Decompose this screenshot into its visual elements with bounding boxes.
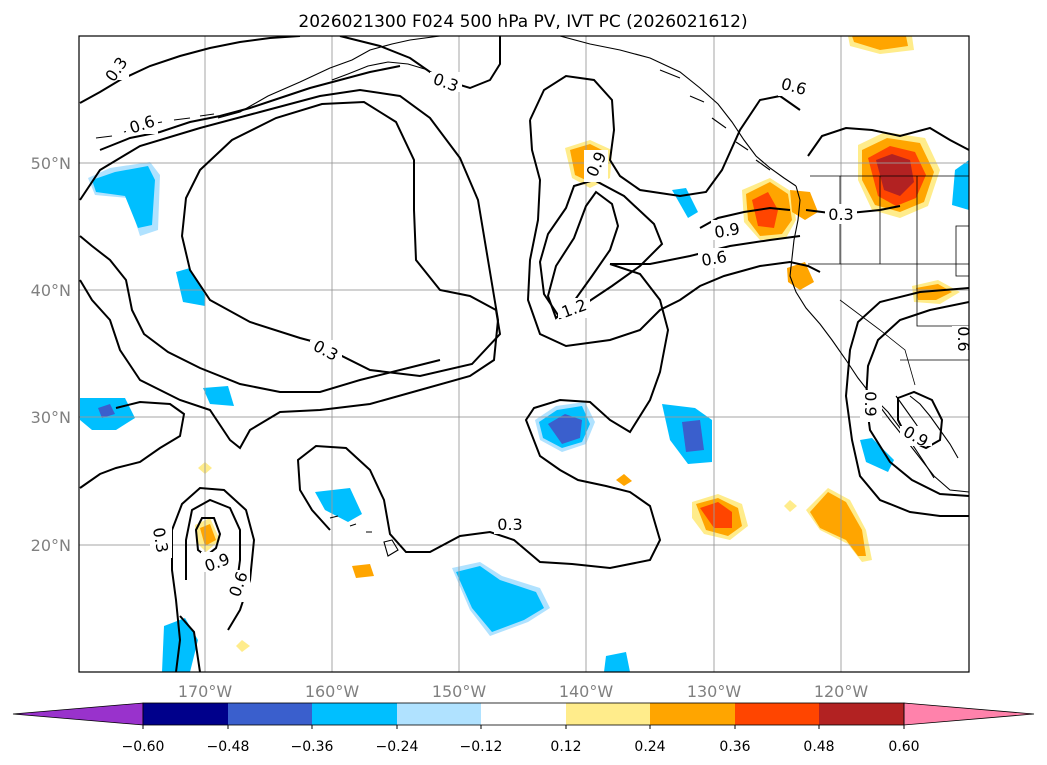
ivt-area bbox=[852, 36, 908, 50]
coastline-gulf-alaska bbox=[559, 36, 797, 187]
pv-contour-line bbox=[180, 100, 502, 378]
pv-contour-line bbox=[296, 263, 670, 570]
contour-label: 0.3 bbox=[149, 526, 172, 554]
colorbar-tick-label: 0.48 bbox=[803, 739, 834, 755]
colorbar-outline bbox=[142, 702, 905, 726]
ivt-area bbox=[787, 262, 814, 290]
ivt-area bbox=[92, 166, 155, 228]
coastline-bc-islands bbox=[659, 69, 771, 171]
contour-label: 0.9 bbox=[861, 391, 880, 416]
colorbar-tick-label: −0.36 bbox=[291, 739, 334, 755]
lat-label: 50°N bbox=[31, 154, 71, 173]
colorbar-tick-label: −0.48 bbox=[207, 739, 250, 755]
ivt-area bbox=[315, 488, 362, 522]
pv-contour-line bbox=[185, 498, 241, 591]
colorbar-segment bbox=[481, 703, 566, 725]
ivt-area bbox=[810, 492, 866, 556]
colorbar-ticks bbox=[142, 725, 905, 729]
pv-contour-labels: 0.3 0.3 0.6 0.3 0.9 1.2 0.9 0.6 0.3 0.6 … bbox=[101, 53, 973, 602]
contour-label: 0.6 bbox=[954, 326, 973, 351]
longitude-labels: 170°W 160°W 150°W 140°W 130°W 120°W bbox=[178, 682, 869, 701]
lon-label: 120°W bbox=[814, 682, 869, 701]
contour-label: 0.3 bbox=[828, 205, 853, 224]
ivt-area bbox=[203, 386, 234, 406]
coastline-gulf-california bbox=[909, 395, 959, 459]
ivt-area bbox=[700, 502, 732, 528]
colorbar-segment bbox=[143, 703, 228, 725]
colorbar-tick-label: 0.60 bbox=[888, 739, 919, 755]
ivt-area bbox=[790, 190, 818, 220]
lon-label: 130°W bbox=[687, 682, 742, 701]
pv-contours bbox=[79, 36, 969, 672]
ivt-area bbox=[616, 474, 632, 486]
ivt-area bbox=[456, 566, 544, 632]
pv-contour-line bbox=[546, 190, 620, 320]
ivt-area bbox=[548, 414, 582, 444]
ivt-area bbox=[916, 284, 952, 300]
colorbar-extend-max bbox=[903, 702, 1035, 726]
colorbar-extend-min bbox=[12, 702, 144, 726]
ivt-area bbox=[860, 438, 894, 472]
pv-contour-line bbox=[179, 615, 201, 672]
latitude-labels: 50°N 40°N 30°N 20°N bbox=[31, 154, 71, 555]
pv-contour-line bbox=[79, 235, 441, 393]
ivt-area bbox=[352, 564, 374, 578]
colorbar-tick-label: 0.24 bbox=[634, 739, 665, 755]
colorbar-tick-label: 0.12 bbox=[550, 739, 581, 755]
ivt-area bbox=[98, 404, 115, 418]
ivt-area bbox=[236, 640, 250, 652]
coastline-west-us bbox=[789, 185, 969, 493]
lon-label: 140°W bbox=[559, 682, 614, 701]
ivt-area bbox=[604, 652, 630, 672]
colorbar-segment bbox=[819, 703, 904, 725]
coastline-alaska bbox=[217, 36, 441, 119]
pv-contour-line bbox=[529, 74, 801, 198]
pv-contour-line bbox=[844, 287, 969, 517]
colorbar-tick-label: 0.36 bbox=[719, 739, 750, 755]
map-panel: 0.3 0.3 0.6 0.3 0.9 1.2 0.9 0.6 0.3 0.6 … bbox=[79, 36, 973, 672]
colorbar-segment bbox=[312, 703, 397, 725]
ivt-area bbox=[752, 192, 778, 228]
coastline-alaska-peninsula bbox=[331, 61, 429, 81]
map-frame bbox=[78, 35, 970, 673]
colorbar: −0.60 −0.48 −0.36 −0.24 −0.12 0.12 0.24 … bbox=[12, 702, 1035, 755]
contour-label: 0.9 bbox=[713, 219, 741, 242]
colorbar-tick-label: −0.60 bbox=[122, 739, 165, 755]
contour-label: 0.3 bbox=[497, 515, 522, 534]
ivt-area bbox=[682, 420, 704, 452]
lon-label: 150°W bbox=[432, 682, 487, 701]
ivt-area bbox=[784, 500, 797, 512]
pv-contour-line bbox=[79, 88, 500, 450]
pv-contour-line bbox=[79, 400, 186, 489]
colorbar-tick-label: −0.12 bbox=[460, 739, 503, 755]
ivt-area bbox=[176, 268, 205, 306]
coastline-hawaii bbox=[329, 515, 399, 557]
colorbar-segment bbox=[228, 703, 312, 725]
colorbar-tick-label: −0.24 bbox=[376, 739, 419, 755]
colorbar-segment bbox=[650, 703, 735, 725]
lon-label: 160°W bbox=[305, 682, 360, 701]
lon-label: 170°W bbox=[178, 682, 233, 701]
colorbar-segment bbox=[566, 703, 650, 725]
pv-contour-line bbox=[79, 36, 301, 104]
ivt-area bbox=[952, 160, 969, 210]
ivt-area bbox=[200, 524, 216, 546]
pv-contour-line bbox=[526, 119, 821, 348]
ivt-area bbox=[876, 154, 914, 196]
pv-contour-line bbox=[807, 126, 969, 157]
colorbar-segment bbox=[735, 703, 819, 725]
lat-label: 40°N bbox=[31, 281, 71, 300]
lat-label: 20°N bbox=[31, 536, 71, 555]
figure-title: 2026021300 F024 500 hPa PV, IVT PC (2026… bbox=[298, 12, 747, 32]
lat-label: 30°N bbox=[31, 408, 71, 427]
contour-label: 0.6 bbox=[700, 247, 728, 270]
colorbar-segment bbox=[397, 703, 481, 725]
